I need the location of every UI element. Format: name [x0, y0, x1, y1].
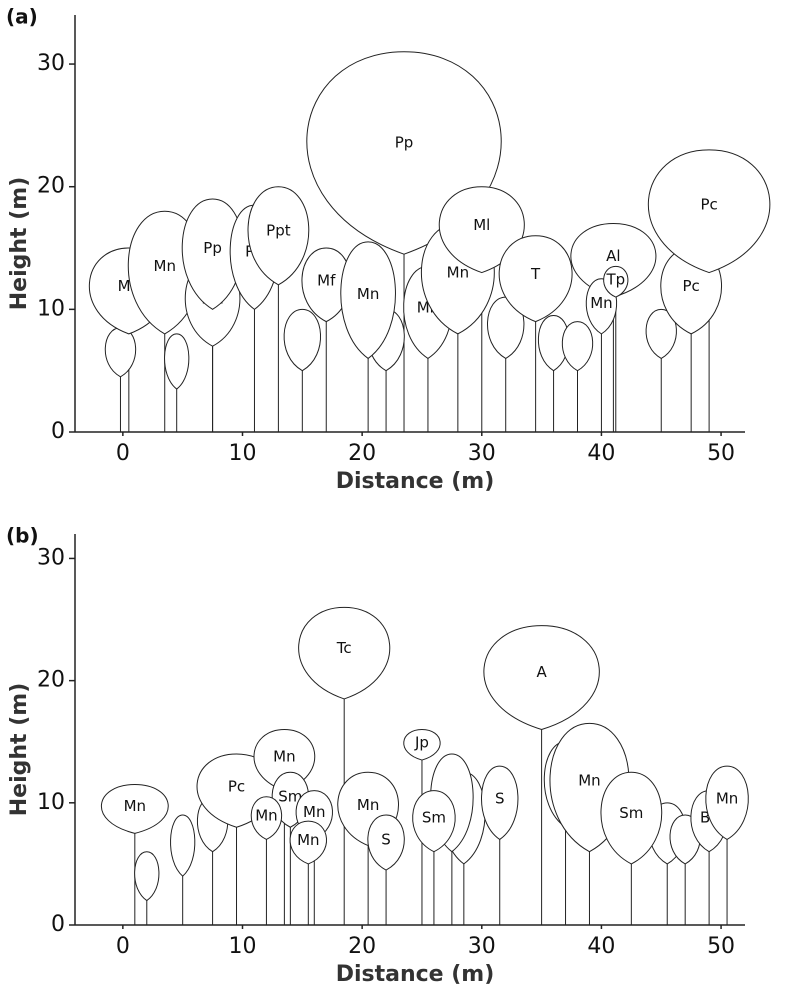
tree-label: Mn [357, 796, 379, 814]
y-tick-label: 10 [37, 296, 65, 321]
crown [164, 333, 190, 390]
crown [600, 771, 663, 865]
y-tick-label: 20 [37, 668, 65, 693]
x-tick-label: 30 [468, 441, 496, 466]
y-tick-label: 10 [37, 790, 65, 815]
y-tick-label: 20 [37, 174, 65, 199]
crown [367, 814, 405, 871]
x-tick-label: 0 [116, 441, 130, 466]
tree-label: Mn [154, 257, 176, 275]
crown [645, 308, 677, 359]
trees: MnMnMnPpPpPptMfMnPpMnMnMlTAlMnTpPcPc [88, 51, 771, 432]
y-tick-label: 30 [37, 545, 65, 570]
tree-label: Mn [357, 285, 379, 303]
trees: MnPcMnSmMnMnMnTcMnSJpSmSAPcMnSmBsMn [101, 606, 749, 925]
tree-label: Sm [619, 804, 643, 822]
x-tick-label: 0 [116, 934, 130, 959]
crown [705, 765, 749, 841]
x-tick-label: 50 [707, 934, 735, 959]
crown [340, 241, 396, 360]
crown [283, 308, 321, 372]
crown [647, 149, 771, 274]
tree-label: Al [606, 247, 620, 265]
x-axis-title: Distance (m) [336, 469, 495, 494]
x-tick-label: 40 [587, 934, 615, 959]
panel-label: (a) [6, 5, 38, 29]
panel-label: (b) [6, 524, 39, 548]
tree-label: Pp [395, 133, 414, 151]
x-tick-label: 20 [348, 441, 376, 466]
crown [561, 321, 594, 372]
crown [250, 796, 283, 841]
tree-label: Mn [273, 747, 295, 765]
crown [247, 186, 310, 286]
tree-label: S [381, 830, 391, 848]
tree-label: Mn [716, 790, 738, 808]
y-tick-label: 30 [37, 51, 65, 76]
x-tick-label: 40 [587, 441, 615, 466]
tree-label: Mn [578, 772, 600, 790]
y-axis-title: Height (m) [7, 177, 32, 311]
y-tick-label: 0 [51, 912, 65, 937]
tree-label: Mn [590, 294, 612, 312]
tree-label: Mn [297, 831, 319, 849]
tree-label: Tp [605, 271, 625, 289]
tree-label: A [536, 663, 547, 681]
x-tick-label: 30 [468, 934, 496, 959]
tree-label: S [495, 790, 505, 808]
crown [498, 235, 573, 323]
tree-label: Pp [203, 239, 222, 257]
y-axis-title: Height (m) [7, 683, 32, 817]
crown [298, 606, 391, 700]
crown [481, 765, 519, 841]
x-tick-label: 10 [229, 441, 257, 466]
crown [403, 728, 441, 761]
tree-label: Mn [255, 806, 277, 824]
tree-label: Tc [336, 639, 352, 657]
tree-label: Sm [422, 809, 446, 827]
x-tick-label: 50 [707, 441, 735, 466]
y-tick-label: 0 [51, 419, 65, 444]
tree-label: Jp [414, 734, 429, 752]
tree-label: Mn [447, 264, 469, 282]
x-tick-label: 10 [229, 934, 257, 959]
tree-label: Mn [124, 797, 146, 815]
crown [603, 265, 629, 298]
tree-label: Pc [700, 196, 717, 214]
crown [483, 625, 600, 731]
crown [101, 783, 169, 834]
tree-label: Pc [228, 777, 245, 795]
tree-label: Mn [303, 803, 325, 821]
crown [412, 790, 456, 853]
crown [570, 222, 657, 298]
tree-label: Mf [317, 272, 336, 290]
tree-label: Sm [278, 788, 302, 806]
x-axis-title: Distance (m) [336, 962, 495, 987]
x-tick-label: 20 [348, 934, 376, 959]
crown [289, 820, 327, 865]
crown [104, 327, 137, 378]
crown [134, 851, 160, 902]
tree-label: Ml [473, 216, 490, 234]
tree-label: Pc [683, 277, 700, 295]
tree-label: Ppt [266, 221, 291, 239]
tree-label: T [530, 265, 541, 283]
crown [170, 814, 196, 877]
